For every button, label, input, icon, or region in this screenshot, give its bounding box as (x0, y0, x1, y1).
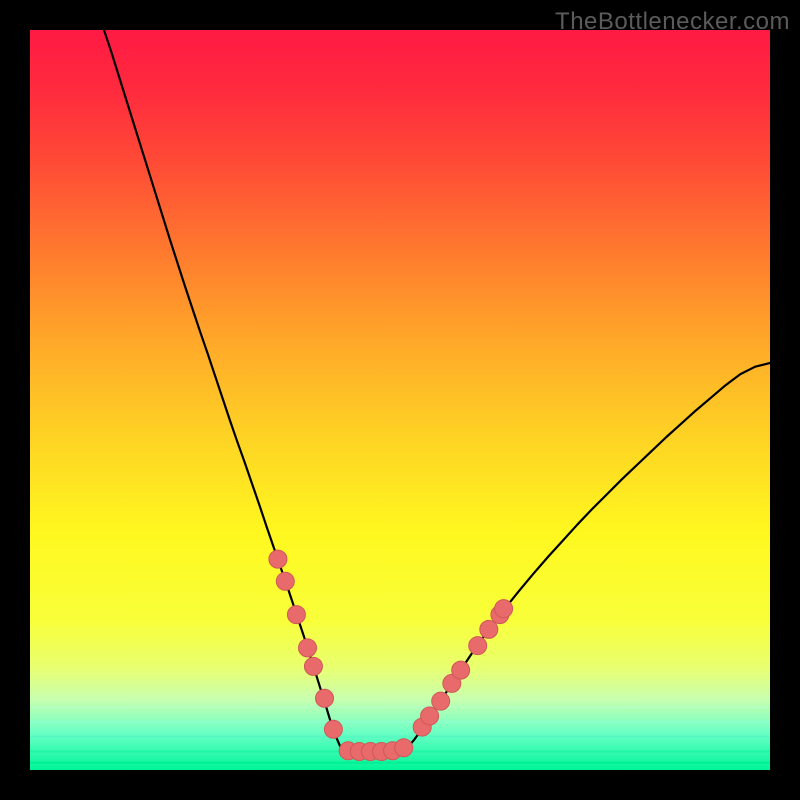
watermark-text: TheBottlenecker.com (555, 8, 790, 36)
chart-container: TheBottlenecker.com (0, 0, 800, 800)
plot-area (30, 30, 770, 770)
